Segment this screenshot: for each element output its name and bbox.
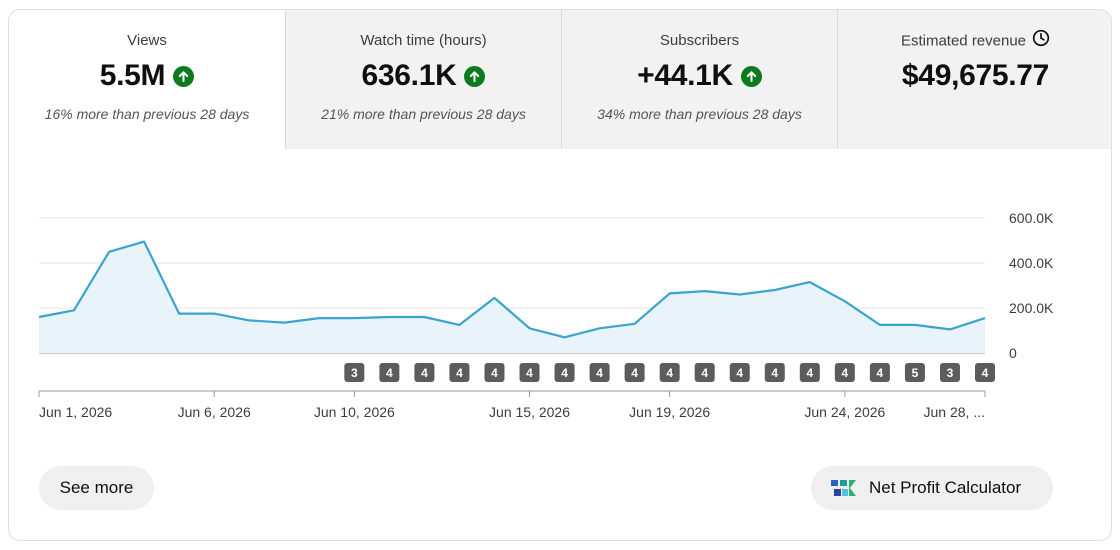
upload-marker[interactable] — [414, 363, 435, 382]
upload-marker-count: 4 — [526, 366, 533, 380]
metric-label: Watch time (hours) — [360, 32, 487, 49]
upload-marker-count: 3 — [351, 366, 358, 380]
upload-marker[interactable] — [799, 363, 820, 382]
upload-marker[interactable] — [519, 363, 540, 382]
x-tick-label: Jun 24, 2026 — [804, 404, 885, 420]
y-tick-label: 200.0K — [1009, 300, 1054, 316]
upload-marker-count: 4 — [561, 366, 568, 380]
arrow-up-icon — [464, 65, 486, 87]
upload-marker[interactable] — [834, 363, 855, 382]
views-chart: 600.0K 400.0K 200.0K 0 3 4 4 4 4 4 4 4 4 4 4 4 4 4 4 4 5 3 4 Ju… — [38, 210, 1054, 420]
upload-marker[interactable] — [904, 363, 925, 382]
metric-comparison: 34% more than previous 28 days — [597, 106, 802, 122]
net-profit-calculator-button[interactable]: Net Profit Calculator — [811, 466, 1053, 510]
see-more-button[interactable]: See more — [39, 466, 154, 510]
x-tick-label: Jun 10, 2026 — [314, 404, 395, 420]
upload-marker[interactable] — [729, 363, 750, 382]
upload-marker[interactable] — [554, 363, 575, 382]
upload-marker-count: 4 — [771, 366, 778, 380]
analytics-card: Views 5.5M 16% more than previous 28 day… — [8, 9, 1112, 541]
metric-comparison: 16% more than previous 28 days — [44, 106, 250, 122]
metric-tabs: Views 5.5M 16% more than previous 28 day… — [9, 10, 1111, 149]
upload-marker[interactable] — [869, 363, 890, 382]
nexlev-logo-icon — [831, 480, 856, 496]
upload-marker-count: 4 — [982, 366, 989, 380]
upload-marker[interactable] — [659, 363, 680, 382]
upload-marker-count: 4 — [456, 366, 463, 380]
upload-marker-count: 4 — [701, 366, 708, 380]
upload-marker[interactable] — [484, 363, 505, 382]
upload-marker[interactable] — [694, 363, 715, 382]
upload-marker-count: 4 — [877, 366, 884, 380]
views-line — [38, 240, 986, 339]
upload-marker-count: 4 — [596, 366, 603, 380]
net-profit-calculator-label: Net Profit Calculator — [869, 478, 1022, 497]
upload-marker[interactable] — [379, 363, 400, 382]
upload-marker-count: 5 — [912, 366, 919, 380]
upload-marker[interactable] — [344, 363, 365, 382]
upload-marker[interactable] — [975, 363, 995, 382]
tab-watch-time[interactable]: Watch time (hours) 636.1K 21% more than … — [285, 10, 561, 149]
metric-comparison: 21% more than previous 28 days — [321, 106, 526, 122]
metric-label: Estimated revenue — [900, 32, 1027, 50]
upload-marker[interactable] — [449, 363, 470, 382]
metric-value: 5.5M — [99, 59, 166, 92]
upload-marker[interactable] — [589, 363, 610, 382]
metric-value: $49,675.77 — [901, 59, 1050, 92]
upload-marker-count: 4 — [421, 366, 428, 380]
upload-marker-count: 4 — [631, 366, 638, 380]
metric-label: Subscribers — [659, 32, 740, 49]
tab-estimated-revenue[interactable]: Estimated revenue $49,675.77 — [837, 10, 1111, 149]
upload-marker-count: 4 — [736, 366, 743, 380]
metric-value: +44.1K — [637, 59, 733, 92]
x-tick-label: Jun 28, ... — [924, 404, 985, 420]
y-tick-label: 400.0K — [1009, 255, 1054, 271]
metric-value: 636.1K — [361, 59, 457, 92]
x-tick-label: Jun 19, 2026 — [629, 404, 710, 420]
upload-marker-count: 4 — [666, 366, 673, 380]
upload-marker-count: 4 — [491, 366, 498, 380]
upload-marker-count: 4 — [386, 366, 393, 380]
clock-icon[interactable] — [1032, 29, 1050, 51]
upload-marker-count: 3 — [947, 366, 954, 380]
tab-subscribers[interactable]: Subscribers +44.1K 34% more than previou… — [561, 10, 837, 149]
x-tick-label: Jun 15, 2026 — [489, 404, 570, 420]
upload-marker-count: 4 — [842, 366, 849, 380]
tab-views[interactable]: Views 5.5M 16% more than previous 28 day… — [9, 10, 285, 149]
upload-marker-count: 4 — [806, 366, 813, 380]
arrow-up-icon — [173, 65, 195, 87]
views-area — [39, 241, 985, 353]
x-tick-label: Jun 1, 2026 — [39, 404, 112, 420]
arrow-up-icon — [740, 65, 762, 87]
upload-marker[interactable] — [624, 363, 645, 382]
metric-label: Views — [127, 32, 167, 49]
upload-marker[interactable] — [939, 363, 960, 382]
y-tick-label: 0 — [1009, 345, 1017, 361]
x-tick-label: Jun 6, 2026 — [178, 404, 251, 420]
y-tick-label: 600.0K — [1009, 210, 1054, 226]
upload-marker[interactable] — [764, 363, 785, 382]
